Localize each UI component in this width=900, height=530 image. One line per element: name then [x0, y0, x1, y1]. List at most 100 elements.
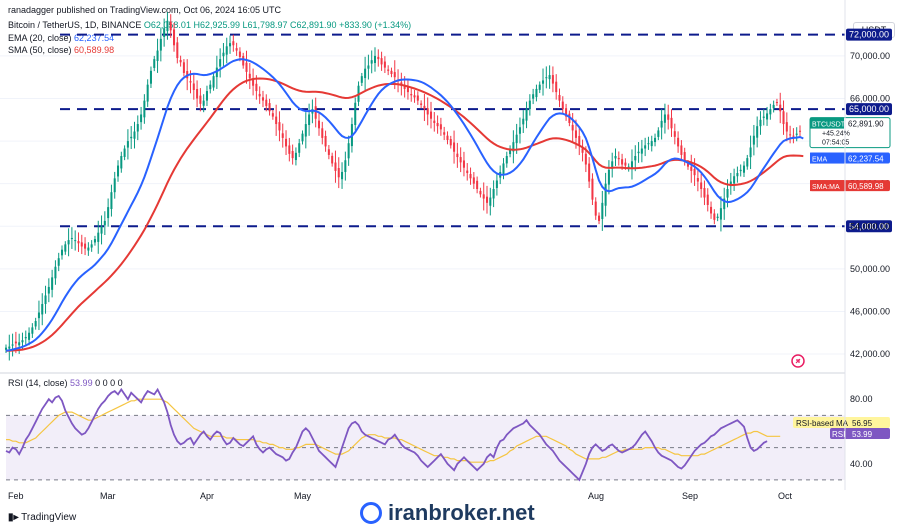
candle-body: [390, 70, 393, 75]
candle-body: [469, 173, 472, 179]
candle-body: [598, 215, 601, 221]
candle-body: [291, 150, 294, 159]
candle-body: [21, 340, 24, 343]
candle-body: [24, 336, 27, 339]
candle-body: [281, 133, 284, 138]
candle-body: [182, 62, 185, 73]
candle-body: [766, 113, 769, 120]
candle-body: [173, 29, 176, 46]
candle-body: [179, 59, 182, 63]
candle-body: [752, 135, 755, 145]
candle-body: [133, 131, 136, 139]
candle-body: [680, 145, 683, 155]
candle-body: [31, 327, 34, 334]
candle-body: [37, 312, 40, 319]
candle-body: [219, 59, 222, 67]
candle-body: [644, 145, 647, 149]
candle-body: [44, 295, 47, 304]
candle-body: [637, 151, 640, 154]
sma-legend-value: 60,589.98: [74, 45, 115, 55]
candle-body: [64, 244, 67, 252]
candle-body: [429, 111, 433, 119]
candle-body: [706, 194, 709, 205]
candle-body: [41, 303, 44, 315]
candle-body: [275, 116, 278, 125]
candle-body: [80, 242, 83, 247]
candle-body: [716, 216, 719, 218]
candle-body: [235, 48, 238, 51]
candle-body: [153, 59, 156, 68]
candle-body: [746, 158, 749, 167]
candle-body: [528, 100, 531, 110]
candle-body: [726, 189, 729, 198]
candle-series: [4, 12, 802, 361]
candle-body: [423, 105, 426, 110]
watermark-logo-icon: [360, 502, 382, 524]
candle-body: [93, 239, 96, 243]
candle-body: [420, 103, 423, 105]
price-tick-label: 54,000.00: [850, 221, 890, 231]
candle-body: [74, 240, 77, 242]
sma-legend[interactable]: SMA (50, close) 60,589.98: [8, 45, 114, 55]
alert-icon: [791, 354, 805, 368]
candle-body: [57, 258, 60, 266]
candle-body: [377, 56, 380, 60]
candle-body: [344, 160, 347, 172]
candle-body: [542, 80, 545, 84]
candle-body: [143, 100, 146, 118]
candle-body: [271, 113, 274, 117]
candle-body: [67, 240, 70, 245]
candle-body: [60, 249, 64, 256]
price-tick-label: 42,000.00: [850, 349, 890, 359]
candle-body: [370, 60, 373, 64]
candle-body: [140, 114, 143, 123]
ema-legend-label: EMA (20, close): [8, 33, 72, 43]
candle-body: [719, 208, 722, 220]
candle-body: [789, 134, 792, 136]
candle-body: [713, 213, 716, 220]
candle-body: [742, 165, 746, 173]
level-label: 54,000.00: [849, 221, 889, 231]
candle-body: [492, 189, 495, 199]
candle-body: [515, 134, 518, 144]
candle-body: [700, 182, 703, 189]
candle-body: [314, 106, 317, 119]
price-tick-label: 70,000.00: [850, 51, 890, 61]
candle-body: [47, 286, 50, 294]
candle-body: [334, 162, 337, 171]
candle-body: [18, 342, 21, 346]
candle-body: [265, 99, 268, 106]
time-tick-label: Sep: [682, 491, 698, 501]
rsi-legend[interactable]: RSI (14, close) 53.99 0 0 0 0: [8, 378, 123, 388]
candle-body: [485, 196, 489, 203]
candle-body: [294, 152, 297, 161]
candle-body: [149, 70, 152, 84]
tradingview-logo[interactable]: ▮▸ TradingView: [8, 512, 76, 523]
candle-body: [640, 148, 643, 154]
candle-body: [28, 332, 31, 340]
candle-body: [476, 180, 479, 189]
candle-body: [413, 95, 416, 98]
price-tick-label: 50,000.00: [850, 264, 890, 274]
rsi-ma-line: [6, 398, 781, 463]
candle-body: [222, 52, 225, 57]
candle-body: [502, 163, 505, 174]
candle-body: [100, 226, 103, 234]
rsi-label-box: [793, 417, 890, 428]
candle-body: [8, 346, 11, 349]
candle-body: [321, 128, 324, 138]
rsi-label-name: RSI: [832, 430, 845, 439]
price-label-tag: [810, 152, 844, 164]
candle-body: [373, 55, 377, 64]
candle-body: [729, 181, 732, 187]
candle-body: [693, 168, 696, 176]
candle-body: [594, 201, 597, 216]
price-tick-label: 66,000.00: [850, 94, 890, 104]
candle-body: [255, 83, 258, 92]
candle-body: [337, 168, 340, 178]
candle-body: [364, 68, 367, 79]
candle-body: [136, 124, 139, 132]
ema-legend[interactable]: EMA (20, close) 62,237.54: [8, 33, 114, 43]
price-label-tag: [810, 117, 844, 129]
